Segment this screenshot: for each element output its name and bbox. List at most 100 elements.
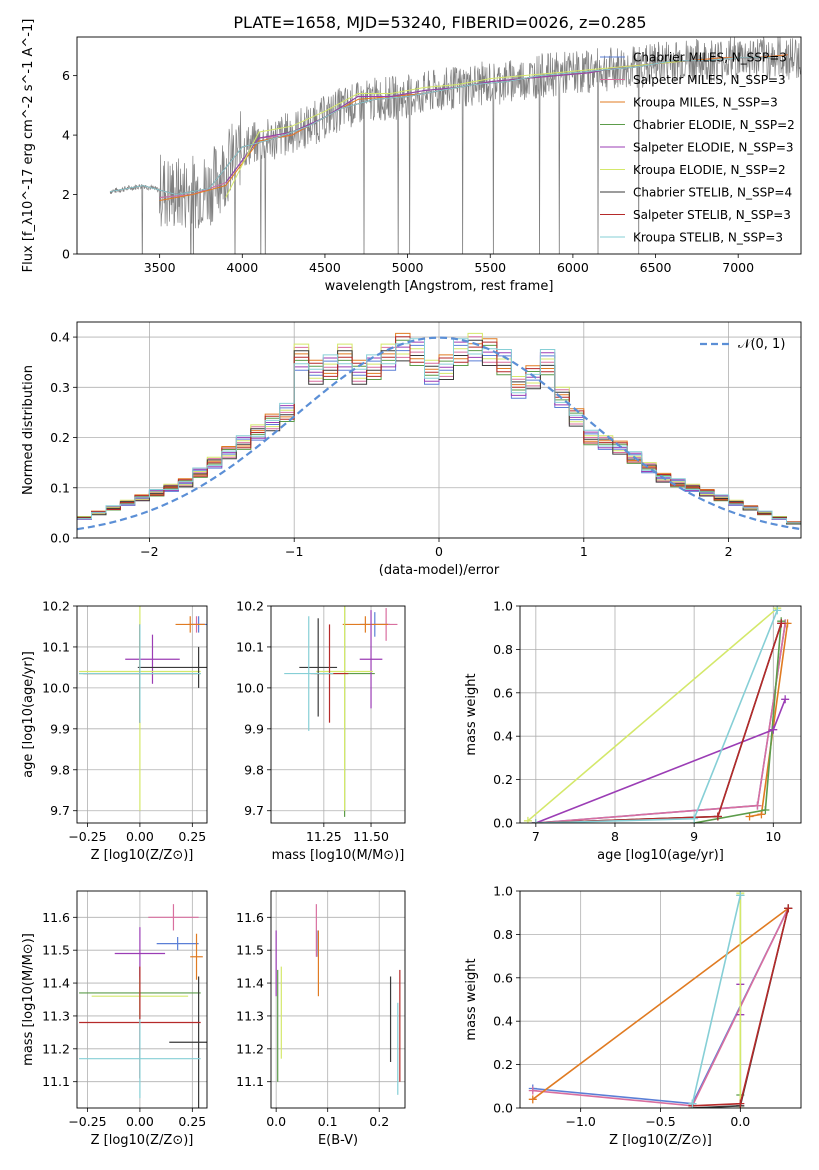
- x-tick-label: 0.0: [730, 1114, 750, 1129]
- legend-entry: Chabrier ELODIE, N_SSP=2: [633, 118, 795, 132]
- data-point-marker: [781, 695, 790, 704]
- y-tick-label: 0.0: [50, 531, 70, 546]
- y-tick-label: 11.1: [42, 1074, 70, 1089]
- y-axis-label: Flux [f_λ10^-17 erg cm^-2 s^-1 A^-1]: [21, 19, 36, 273]
- y-tick-label: 11.5: [42, 943, 70, 958]
- x-axis-label: age [log10(age/yr)]: [597, 848, 724, 863]
- y-tick-label: 0.2: [493, 772, 513, 787]
- legend-entry: Salpeter STELIB, N_SSP=3: [633, 208, 791, 222]
- data-point-marker: [777, 619, 786, 628]
- y-tick-label: 1.0: [493, 884, 513, 899]
- x-tick-label: 5500: [474, 260, 506, 275]
- mass-weight-line-9: [691, 895, 742, 1104]
- x-axis-label: E(B-V): [318, 1133, 358, 1148]
- mass-weight-line-3: [532, 907, 789, 1100]
- mass-weight-line-4: [693, 621, 782, 823]
- x-tick-label: 0.2: [369, 1114, 389, 1129]
- y-tick-label: 0.6: [493, 970, 513, 985]
- mass-weight-line-9: [535, 610, 779, 823]
- panel-6: −0.25 0.00 0.25 11.1 11.2 11.3 11.4 11.5 11.6 Z […: [21, 890, 208, 1148]
- plot-area: [77, 322, 801, 538]
- y-tick-label: 6: [62, 68, 70, 83]
- histogram-series-9: [77, 338, 801, 524]
- panel-3: −0.25 0.00 0.25 9.7 9.8 9.9 10.0 10.1 10.2 Z [log…: [21, 599, 208, 863]
- y-tick-label: 0.8: [493, 927, 513, 942]
- legend-entry: Kroupa MILES, N_SSP=3: [633, 96, 778, 110]
- x-tick-label: −1: [285, 544, 303, 559]
- data-point-marker: [713, 812, 722, 821]
- y-tick-label: 9.9: [244, 721, 264, 736]
- x-tick-label: 2: [725, 544, 733, 559]
- x-tick-label: −0.25: [68, 829, 106, 844]
- x-axis-label: Z [log10(Z/Z⊙)]: [91, 848, 194, 863]
- data-point-marker: [528, 1095, 537, 1104]
- data-point-marker: [757, 810, 766, 819]
- panel-1: 3500 4000 4500 5000 5500 6000 6500 7000 0 2 4 6 wave…: [21, 19, 802, 294]
- axes-frame: [76, 890, 208, 1109]
- x-tick-label: 0.1: [318, 1114, 338, 1129]
- y-tick-label: 0.4: [493, 1014, 513, 1029]
- y-axis-label: mass weight: [464, 673, 479, 755]
- plot-area: [109, 37, 801, 254]
- y-tick-label: 0.6: [493, 685, 513, 700]
- y-axis-label: mass [log10(M/M⊙)]: [21, 933, 36, 1066]
- legend-entry: Chabrier STELIB, N_SSP=4: [633, 186, 792, 200]
- x-tick-label: 0.00: [126, 829, 154, 844]
- x-tick-label: −0.5: [645, 1114, 675, 1129]
- x-tick-label: 0.00: [126, 1114, 154, 1129]
- data-point-marker: [736, 891, 745, 900]
- y-tick-label: 4: [62, 128, 70, 143]
- y-tick-label: 0.3: [50, 380, 70, 395]
- y-tick-label: 9.8: [50, 762, 70, 777]
- plot-area: [77, 891, 207, 1108]
- legend-entry: Chabrier MILES, N_SSP=3: [633, 51, 787, 65]
- y-tick-label: 0.2: [493, 1057, 513, 1072]
- x-tick-label: 11.50: [353, 829, 389, 844]
- y-tick-label: 10.2: [236, 599, 264, 614]
- y-tick-label: 9.9: [50, 721, 70, 736]
- y-tick-label: 0.2: [50, 430, 70, 445]
- data-point-marker: [523, 816, 532, 823]
- legend-entry: Salpeter ELODIE, N_SSP=3: [633, 141, 794, 155]
- y-tick-label: 10.2: [42, 599, 70, 614]
- y-tick-label: 11.2: [42, 1041, 70, 1056]
- y-axis-label: age [log10(age/yr)]: [21, 651, 36, 778]
- panel-8: −1.0 −0.5 0.0 0.0 0.2 0.4 0.6 0.8 1.0 Z [log10(Z/…: [464, 884, 802, 1148]
- y-tick-label: 10.1: [236, 639, 264, 654]
- x-tick-label: 8: [611, 829, 619, 844]
- axes-frame: [76, 605, 208, 824]
- x-tick-label: −0.25: [68, 1114, 106, 1129]
- x-tick-label: 4500: [309, 260, 341, 275]
- y-tick-label: 11.6: [236, 910, 264, 925]
- y-tick-label: 0.0: [493, 816, 513, 831]
- data-point-marker: [773, 606, 782, 615]
- legend-entry: Salpeter MILES, N_SSP=3: [633, 73, 786, 87]
- y-tick-label: 11.6: [42, 910, 70, 925]
- y-tick-label: 11.4: [42, 976, 70, 991]
- plot-area: [271, 606, 405, 823]
- y-tick-label: 11.3: [42, 1008, 70, 1023]
- y-axis-label: mass weight: [464, 958, 479, 1040]
- x-tick-label: 6000: [557, 260, 589, 275]
- data-point-marker: [688, 1099, 697, 1108]
- x-tick-label: 10: [765, 829, 781, 844]
- panel-2: −2 −1 0 1 2 0.0 0.1 0.2 0.3 0.4 (data-model)/error…: [21, 321, 802, 578]
- x-tick-label: 7000: [722, 260, 754, 275]
- mass-weight-line-5: [535, 699, 786, 823]
- y-tick-label: 0.1: [50, 480, 70, 495]
- x-tick-label: 5000: [392, 260, 424, 275]
- y-tick-label: 0.4: [493, 729, 513, 744]
- model-spectrum-6: [225, 60, 689, 198]
- x-tick-label: 7: [532, 829, 540, 844]
- x-axis-label: Z [log10(Z/Z⊙)]: [609, 1133, 712, 1148]
- plot-area: [520, 606, 801, 823]
- model-spectrum-9: [110, 57, 772, 196]
- x-tick-label: 0.25: [178, 1114, 206, 1129]
- y-tick-label: 9.7: [244, 803, 264, 818]
- y-tick-label: 11.2: [236, 1041, 264, 1056]
- axes-frame: [270, 605, 406, 824]
- mass-weight-line-8: [535, 623, 782, 823]
- y-tick-label: 10.0: [42, 680, 70, 695]
- x-tick-label: 6500: [640, 260, 672, 275]
